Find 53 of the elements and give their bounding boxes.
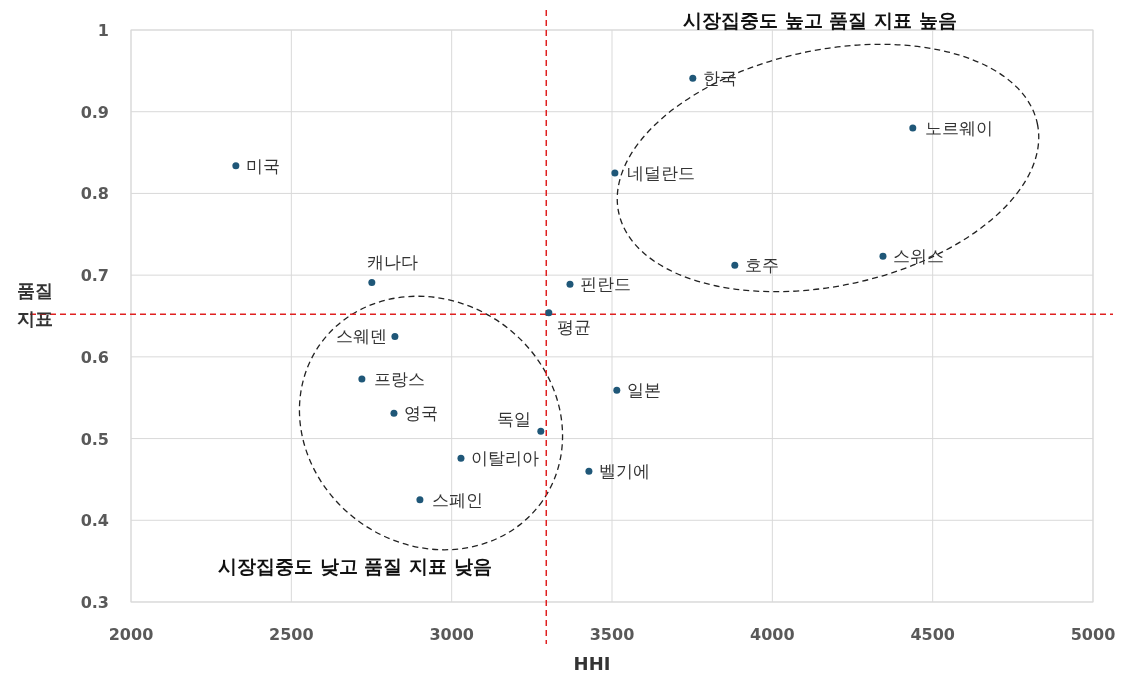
y-tick-label: 0.9: [80, 102, 109, 122]
point: [416, 496, 424, 504]
point: [537, 427, 545, 435]
y-tick-label: 1: [97, 21, 109, 40]
point: [585, 467, 593, 475]
annotation: 스위스: [892, 246, 944, 267]
point: [358, 375, 366, 383]
annotation: 한국: [702, 68, 737, 89]
point: [390, 409, 398, 417]
annotation: 핀란드: [579, 274, 631, 295]
annotation: 독일: [496, 409, 531, 430]
annotation: 시장집중도 낮고 품질 지표 낮음: [218, 555, 492, 577]
point: [909, 124, 917, 132]
point: [391, 332, 399, 340]
x-tick-label: 2000: [108, 625, 154, 644]
point: [613, 386, 621, 394]
y-tick-label: 0.3: [80, 593, 109, 612]
annotation: 프랑스: [373, 368, 425, 389]
point: [368, 279, 376, 286]
x-tick-label: 3500: [589, 625, 635, 644]
y-tick-label: 0.8: [80, 184, 109, 204]
annotation: 스웨덴: [335, 326, 387, 347]
x-tick-label: 2500: [269, 625, 314, 644]
point: [611, 169, 619, 177]
point: [731, 261, 739, 269]
point: [879, 252, 887, 260]
point: [232, 162, 240, 170]
x-axis-title: HHI: [573, 653, 611, 674]
point: [566, 280, 574, 288]
y-tick-label: 0.6: [80, 347, 109, 367]
x-tick-label: 5000: [1070, 625, 1116, 644]
annotation: 스페인: [431, 489, 483, 510]
point: [689, 74, 697, 82]
annotation: 노르웨이: [924, 118, 993, 139]
y-axis-title: 품질 지표: [17, 280, 53, 329]
x-tick-label: 4500: [910, 625, 955, 644]
y-tick-label: 0.5: [80, 429, 109, 449]
y-tick-label: 0.4: [80, 511, 109, 531]
annotation: 캐나다: [366, 252, 418, 273]
annotation: 영국: [403, 403, 438, 424]
x-tick-label: 3000: [429, 625, 474, 644]
annotation: 시장집중도 높고 품질 지표 높음: [683, 9, 957, 31]
annotation: 벨기에: [598, 461, 650, 482]
x-tick-label: 4000: [750, 625, 795, 644]
annotation: 미국: [245, 155, 280, 176]
annotation: 호주: [744, 255, 779, 276]
annotation: 네덜란드: [626, 163, 695, 183]
point: [545, 309, 553, 317]
y-tick-label: 0.7: [80, 266, 109, 286]
point: [457, 454, 465, 462]
annotation: 일본: [626, 380, 661, 401]
annotation: 이탈리아: [470, 448, 539, 469]
annotation: 평균: [556, 316, 591, 337]
